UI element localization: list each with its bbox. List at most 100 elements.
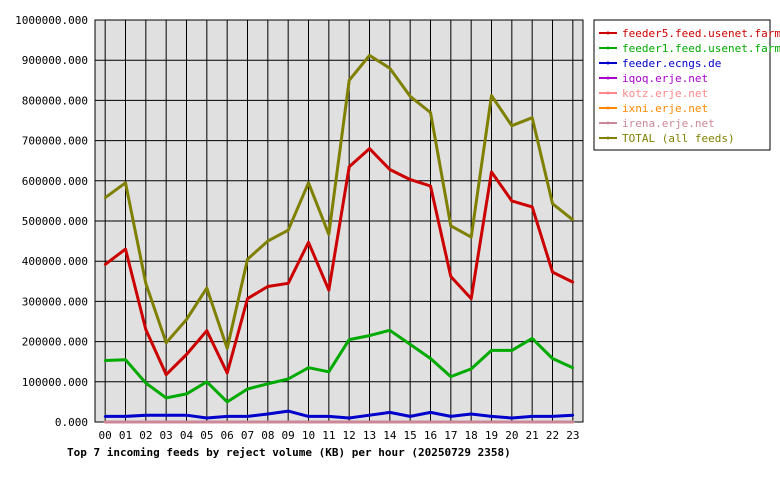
y-tick-label: 1000000.000 (15, 14, 88, 27)
data-point (327, 415, 331, 418)
data-point (225, 415, 229, 418)
data-point (408, 343, 412, 346)
legend-swatch-dot (606, 136, 610, 140)
data-point (347, 79, 351, 82)
y-tick-label: 500000.000 (22, 215, 88, 228)
legend-label: iqoq.erje.net (622, 72, 708, 85)
data-point (185, 318, 188, 321)
data-point (429, 184, 432, 188)
data-point (449, 375, 453, 378)
legend-box (593, 19, 771, 151)
data-point (469, 235, 473, 239)
data-point (530, 205, 534, 209)
x-tick-label: 06 (221, 429, 234, 442)
data-point (144, 282, 148, 285)
x-tick-label: 20 (505, 429, 518, 442)
data-point (225, 347, 229, 350)
data-point (286, 282, 290, 285)
legend-swatch-dot (606, 106, 610, 110)
data-point (164, 413, 168, 417)
data-point (307, 420, 310, 424)
legend-label: feeder.ecngs.de (622, 57, 721, 70)
data-point (286, 409, 290, 413)
series-lines (103, 53, 575, 424)
data-point (510, 349, 514, 352)
y-tick-label: 200000.000 (22, 336, 88, 349)
data-point (246, 420, 249, 424)
data-point (164, 373, 168, 376)
data-point (368, 413, 371, 417)
data-point (388, 66, 392, 70)
x-tick-label: 14 (383, 429, 397, 442)
y-tick-label: 900000.000 (22, 54, 88, 67)
data-point (429, 111, 432, 114)
y-tick-label: 0.000 (55, 416, 88, 429)
data-point (347, 416, 351, 420)
data-point (490, 415, 493, 418)
data-point (551, 202, 554, 206)
y-tick-label: 800000.000 (22, 94, 88, 107)
data-point (368, 147, 371, 150)
legend-label: feeder5.feed.usenet.farm (622, 27, 780, 40)
data-point (266, 382, 270, 386)
x-tick-label: 16 (424, 429, 437, 442)
x-tick-label: 23 (566, 429, 579, 442)
data-point (469, 367, 473, 371)
data-point (246, 415, 249, 418)
legend-swatch-dot (606, 46, 610, 50)
x-tick-label: 17 (444, 429, 457, 442)
data-point (205, 420, 209, 424)
data-point (144, 420, 148, 424)
data-point (530, 420, 534, 424)
data-point (510, 124, 514, 128)
legend-swatch-dot (606, 76, 610, 80)
data-point (347, 420, 351, 424)
data-point (571, 420, 575, 424)
data-point (449, 224, 453, 228)
data-point (388, 168, 392, 171)
data-point (103, 359, 107, 362)
data-point (490, 420, 493, 424)
x-axis: 00 01 02 03 04 05 06 07 08 09 10 11 12 13 14 15 16 17 18 19… (99, 429, 580, 442)
data-point (327, 232, 331, 236)
data-point (124, 181, 127, 185)
x-tick-label: 03 (160, 429, 173, 442)
legend-swatch-dot (606, 61, 610, 65)
data-point (307, 181, 310, 185)
data-point (103, 196, 107, 199)
x-tick-label: 08 (261, 429, 274, 442)
data-point (408, 178, 412, 181)
x-tick-label: 15 (404, 429, 417, 442)
data-point (266, 239, 270, 243)
x-tick-label: 12 (343, 429, 356, 442)
data-point (307, 241, 310, 244)
data-point (368, 54, 371, 57)
x-tick-label: 19 (485, 429, 498, 442)
data-point (327, 420, 331, 424)
data-point (449, 275, 453, 278)
x-tick-label: 10 (302, 429, 315, 442)
data-point (388, 411, 392, 414)
x-tick-label: 04 (180, 429, 194, 442)
data-point (286, 420, 290, 424)
data-point (429, 420, 432, 424)
data-point (408, 415, 412, 418)
data-point (490, 349, 493, 352)
data-point (571, 218, 575, 222)
data-point (124, 247, 127, 251)
legend-swatch-dot (606, 121, 610, 125)
series-line (104, 53, 574, 350)
data-point (449, 415, 453, 418)
data-point (144, 413, 148, 417)
chart-title: Top 7 incoming feeds by reject volume (K… (67, 446, 511, 459)
data-point (449, 420, 453, 424)
data-point (429, 411, 432, 414)
data-point (571, 413, 575, 417)
x-tick-label: 13 (363, 429, 376, 442)
legend-label: ixni.erje.net (622, 102, 708, 115)
data-point (510, 416, 514, 420)
x-tick-label: 09 (282, 429, 295, 442)
data-point (469, 297, 473, 300)
series-line (104, 147, 574, 377)
x-tick-label: 22 (546, 429, 559, 442)
